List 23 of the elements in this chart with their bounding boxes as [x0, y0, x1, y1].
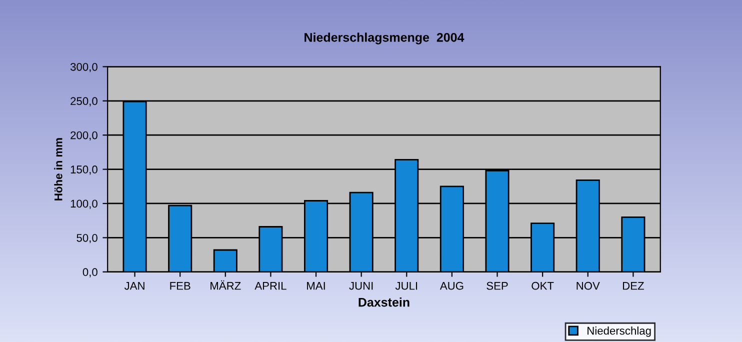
x-tick-label: SEP [486, 282, 508, 290]
y-tick-label: 150,0 [70, 166, 98, 175]
chart-title: Niederschlagsmenge 2004 [304, 32, 464, 44]
y-axis-title: Höhe in mm [54, 138, 62, 200]
y-tick-label: 50,0 [76, 234, 98, 244]
y-tick-label: 100,0 [70, 200, 98, 209]
x-axis-title: Daxstein [358, 298, 410, 307]
legend-label: Niederschlag [588, 326, 651, 337]
y-tick-label: 200,0 [70, 131, 98, 141]
x-tick-label: OKT [532, 282, 554, 290]
x-tick-label: FEB [170, 282, 190, 290]
x-tick-label: DEZ [622, 282, 644, 290]
y-tick-label: 0,0 [82, 268, 98, 278]
x-tick-label: AUG [440, 282, 464, 290]
y-tick-label: 300,0 [70, 62, 98, 72]
x-tick-label: MAI [307, 282, 325, 290]
x-tick-label: APRIL [254, 282, 286, 290]
x-tick-label: JAN [124, 282, 144, 290]
y-tick-label: 250,0 [70, 97, 98, 106]
x-tick-label: JUNI [349, 282, 373, 290]
x-tick-label: JULI [395, 282, 418, 290]
x-tick-label: MÄRZ [210, 280, 241, 290]
x-tick-label: NOV [576, 282, 600, 290]
